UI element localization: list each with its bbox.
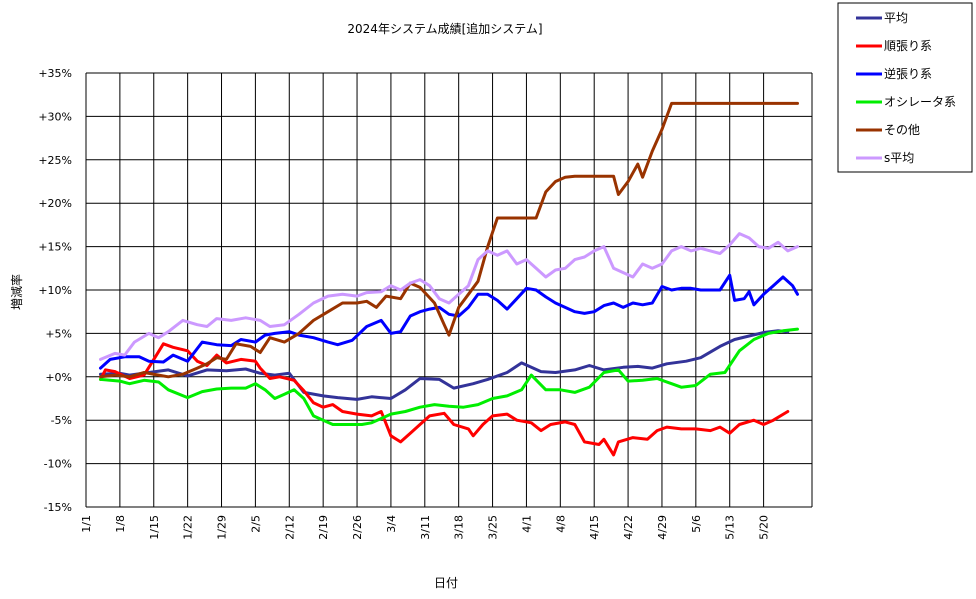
- series-line: [99, 101, 799, 379]
- x-axis-label: 日付: [434, 576, 458, 590]
- x-tick-label: 4/22: [622, 515, 635, 540]
- legend-label: 順張り系: [884, 39, 932, 53]
- x-tick-label: 5/13: [724, 515, 737, 540]
- x-tick-label: 4/1: [520, 515, 533, 533]
- x-tick-label: 1/1: [80, 515, 93, 533]
- y-tick-label: +35%: [38, 67, 72, 80]
- x-tick-label: 2/26: [351, 515, 364, 540]
- series-line: [99, 232, 799, 361]
- series-line: [99, 273, 799, 370]
- chart-title: 2024年システム成績[追加システム]: [347, 21, 542, 36]
- x-tick-label: 3/4: [385, 515, 398, 533]
- y-tick-label: +30%: [38, 110, 72, 123]
- y-tick-label: +10%: [38, 284, 72, 297]
- x-tick-label: 4/8: [554, 515, 567, 533]
- x-tick-label: 4/15: [588, 515, 601, 540]
- x-tick-label: 1/29: [216, 515, 229, 540]
- y-tick-label: +20%: [38, 197, 72, 210]
- x-tick-label: 3/18: [453, 515, 466, 540]
- x-tick-label: 4/29: [656, 515, 669, 540]
- x-tick-label: 2/19: [317, 515, 330, 540]
- series-line: [99, 327, 799, 426]
- x-tick-label: 1/15: [148, 515, 161, 540]
- legend-label: 平均: [884, 11, 908, 25]
- y-tick-label: +0%: [45, 371, 72, 384]
- series-line: [99, 329, 790, 401]
- x-tick-label: 5/6: [690, 515, 703, 533]
- y-axis-label: 増減率: [9, 274, 24, 310]
- y-tick-label: -5%: [51, 414, 72, 427]
- x-tick-label: 3/11: [419, 515, 432, 540]
- y-tick-label: -15%: [44, 501, 72, 514]
- legend-label: 逆張り系: [884, 66, 932, 81]
- legend-label: その他: [884, 123, 920, 137]
- y-tick-label: +5%: [45, 327, 72, 340]
- y-tick-label: +25%: [38, 154, 72, 167]
- x-tick-label: 1/22: [182, 515, 195, 540]
- legend-box: [837, 2, 973, 173]
- x-tick-label: 2/12: [283, 515, 296, 540]
- legend-label: s平均: [884, 151, 914, 165]
- legend-label: オシレータ系: [884, 95, 956, 109]
- x-tick-label: 2/5: [249, 515, 262, 533]
- x-tick-label: 1/8: [114, 515, 127, 533]
- x-tick-label: 3/25: [487, 515, 500, 540]
- x-tick-label: 5/20: [758, 515, 771, 540]
- y-tick-label: -10%: [44, 458, 72, 471]
- plot-area: +35% +30% +25% +20% +15% +10% +5% +0% -5% -10% -15…: [38, 67, 813, 540]
- y-tick-label: +15%: [38, 241, 72, 254]
